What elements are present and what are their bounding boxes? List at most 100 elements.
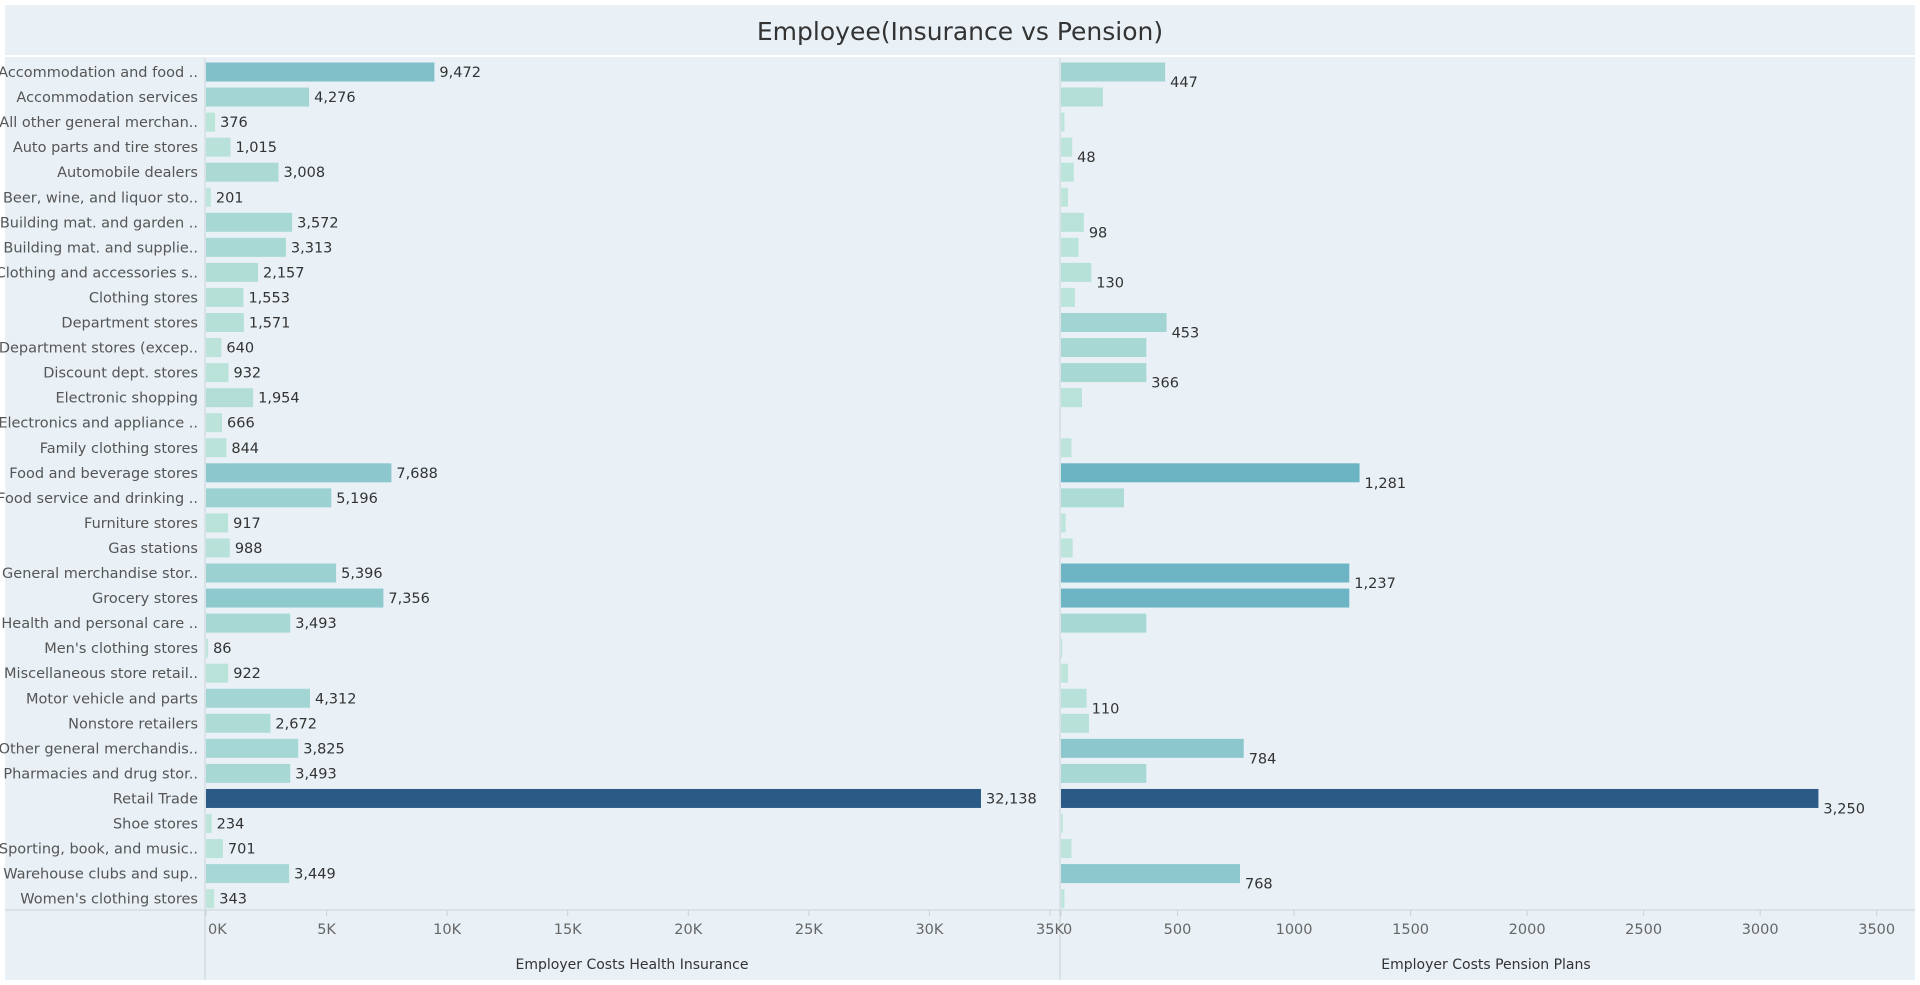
pension-plans-bar[interactable] (1061, 162, 1074, 182)
pension-plans-bar[interactable] (1061, 463, 1360, 483)
health-insurance-bar[interactable] (206, 538, 230, 558)
category-label: Motor vehicle and parts (26, 691, 198, 707)
health-insurance-bar[interactable] (206, 137, 231, 157)
pension-plans-bar[interactable] (1061, 613, 1147, 633)
health-insurance-bar[interactable] (206, 814, 212, 833)
health-insurance-bar[interactable] (206, 513, 229, 533)
pension-plans-bar[interactable] (1061, 538, 1073, 558)
category-label: Other general merchandis.. (0, 741, 198, 757)
pension-plans-bar[interactable] (1061, 262, 1092, 282)
pension-plans-bar[interactable] (1061, 388, 1082, 408)
health-insurance-bar[interactable] (206, 763, 291, 783)
pension-plans-bar[interactable] (1061, 688, 1087, 708)
health-insurance-bar[interactable] (206, 563, 337, 583)
health-insurance-data-label: 3,449 (294, 867, 336, 883)
health-insurance-bar[interactable] (206, 338, 222, 358)
health-insurance-bar[interactable] (206, 738, 299, 758)
health-insurance-bar[interactable] (206, 287, 244, 307)
category-label: Family clothing stores (40, 441, 198, 457)
pension-plans-bar[interactable] (1061, 87, 1103, 107)
pension-plans-bar[interactable] (1061, 763, 1147, 783)
title-background (5, 5, 1915, 55)
category-label: Department stores (excep.. (0, 341, 198, 357)
pension-plans-bar[interactable] (1061, 864, 1240, 884)
health-insurance-tick-label: 20K (674, 922, 702, 938)
pension-plans-bar[interactable] (1061, 287, 1075, 307)
health-insurance-data-label: 1,553 (248, 290, 290, 306)
health-insurance-bar[interactable] (206, 262, 259, 282)
health-insurance-bar[interactable] (206, 187, 211, 207)
health-insurance-bar[interactable] (206, 87, 310, 107)
pension-plans-bar[interactable] (1061, 588, 1350, 608)
chart-title: Employee(Insurance vs Pension) (757, 17, 1163, 46)
pension-plans-bar[interactable] (1061, 513, 1066, 533)
health-insurance-bar[interactable] (206, 463, 392, 483)
health-insurance-bars: 9,472 4,276 376 1,015 3,008 201 3,572 3,313 2,15… (206, 62, 1037, 909)
pension-plans-tick-label: 500 (1164, 922, 1192, 938)
health-insurance-bar[interactable] (206, 438, 227, 458)
category-label: General merchandise stor.. (2, 566, 198, 582)
health-insurance-bar[interactable] (206, 212, 293, 232)
pension-plans-data-label: 110 (1092, 701, 1120, 717)
pension-plans-tick-label: 1500 (1392, 922, 1429, 938)
pension-plans-bar[interactable] (1061, 237, 1079, 257)
health-insurance-bar[interactable] (206, 663, 229, 683)
health-insurance-bar[interactable] (206, 62, 435, 82)
pension-plans-bar[interactable] (1061, 563, 1350, 583)
health-insurance-bar[interactable] (206, 237, 286, 257)
pension-plans-bar[interactable] (1061, 62, 1166, 82)
health-insurance-bar[interactable] (206, 588, 384, 608)
category-label: Grocery stores (92, 591, 198, 607)
health-insurance-bar[interactable] (206, 388, 254, 408)
pension-plans-bar[interactable] (1061, 187, 1068, 207)
pension-plans-bar[interactable] (1061, 738, 1244, 758)
pension-plans-data-label: 447 (1170, 75, 1198, 91)
health-insurance-data-label: 7,356 (388, 591, 430, 607)
category-label: Food service and drinking .. (0, 491, 198, 507)
health-insurance-data-label: 1,015 (235, 140, 277, 156)
pension-plans-bars: 447 48 98 130 453 366 1,281 1,237 110 784 3,250 768 (1061, 62, 1865, 909)
pension-plans-bar[interactable] (1061, 338, 1147, 358)
health-insurance-data-label: 7,688 (396, 466, 438, 482)
health-insurance-data-label: 3,825 (303, 741, 345, 757)
health-insurance-bar[interactable] (206, 363, 229, 383)
health-insurance-bar[interactable] (206, 864, 290, 884)
health-insurance-bar[interactable] (206, 413, 223, 433)
pension-plans-bar[interactable] (1061, 363, 1147, 383)
category-label: Health and personal care .. (1, 616, 198, 632)
pension-plans-bar[interactable] (1061, 889, 1065, 909)
health-insurance-tick-label: 5K (317, 922, 336, 938)
pension-plans-bar[interactable] (1061, 438, 1072, 458)
pension-plans-bar[interactable] (1061, 839, 1072, 859)
pension-plans-bar[interactable] (1061, 112, 1065, 132)
health-insurance-bar[interactable] (206, 688, 310, 708)
category-label: Automobile dealers (57, 165, 198, 181)
health-insurance-bar[interactable] (206, 839, 223, 859)
health-insurance-bar[interactable] (206, 488, 332, 508)
health-insurance-tick-label: 30K (915, 922, 943, 938)
health-insurance-data-label: 3,572 (297, 215, 339, 231)
pension-plans-bar[interactable] (1061, 663, 1068, 683)
pension-plans-bar[interactable] (1061, 313, 1167, 332)
pension-plans-bar[interactable] (1061, 814, 1063, 833)
pension-plans-data-label: 1,237 (1354, 576, 1396, 592)
pension-plans-bar[interactable] (1061, 212, 1084, 232)
pension-plans-bar[interactable] (1061, 488, 1124, 508)
pension-plans-bar[interactable] (1061, 638, 1063, 658)
pension-plans-bar[interactable] (1061, 713, 1089, 733)
health-insurance-data-label: 844 (231, 441, 259, 457)
health-insurance-bar[interactable] (206, 713, 271, 733)
pension-plans-bar[interactable] (1061, 137, 1073, 157)
health-insurance-data-label: 3,008 (284, 165, 326, 181)
health-insurance-bar[interactable] (206, 162, 279, 182)
health-insurance-bar[interactable] (206, 889, 215, 909)
health-insurance-bar[interactable] (206, 638, 209, 658)
pension-plans-axis: 0 500 1000 1500 2000 2500 3000 3500 (1060, 910, 1895, 938)
health-insurance-bar[interactable] (206, 112, 216, 132)
category-label: Food and beverage stores (9, 466, 198, 482)
pension-plans-bar[interactable] (1061, 788, 1819, 808)
health-insurance-bar[interactable] (206, 613, 291, 633)
category-label: Men's clothing stores (44, 641, 198, 657)
health-insurance-bar[interactable] (206, 313, 244, 332)
health-insurance-bar[interactable] (206, 788, 981, 808)
